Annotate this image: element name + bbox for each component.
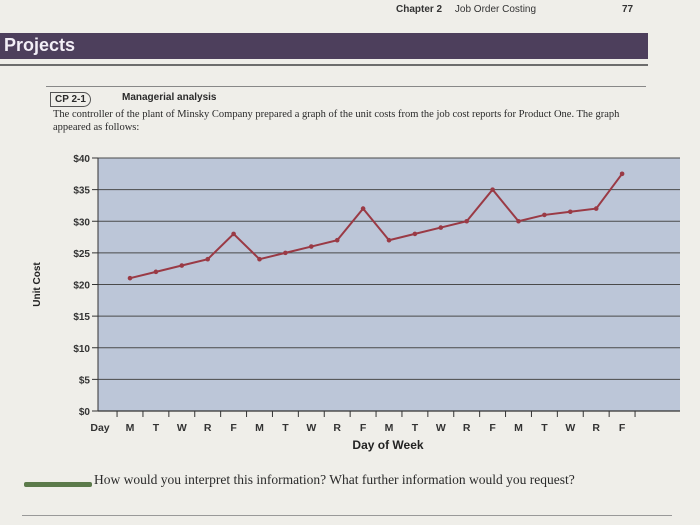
data-point — [619, 171, 625, 177]
problem-title: Managerial analysis — [122, 92, 217, 103]
data-point — [464, 218, 470, 224]
page-number: 77 — [622, 4, 634, 15]
x-tick-label: M — [385, 422, 394, 434]
x-tick-label: M — [126, 422, 135, 434]
x-tick-label: M — [514, 422, 523, 434]
y-tick-label: $15 — [73, 312, 90, 323]
data-point — [386, 237, 392, 243]
y-tick-label: $40 — [73, 154, 90, 165]
section-title: Projects — [4, 35, 76, 55]
y-tick-label: $20 — [73, 281, 90, 292]
problem-tag: CP 2-1 — [50, 92, 91, 107]
data-point — [179, 263, 185, 268]
data-point — [127, 275, 133, 281]
data-point — [231, 231, 236, 237]
question-text: How would you interpret this information… — [94, 472, 575, 487]
question-marker — [24, 482, 92, 487]
x-tick-label: T — [282, 422, 289, 434]
data-point — [360, 206, 366, 211]
y-axis-title: Unit Cost — [32, 262, 43, 307]
x-tick-label: R — [333, 422, 341, 434]
x-tick-label: R — [204, 422, 212, 434]
y-tick-label: $10 — [73, 344, 90, 355]
data-point — [153, 269, 159, 275]
data-point — [257, 256, 262, 262]
chapter-label: Chapter 2 — [396, 4, 443, 15]
y-tick-label: $25 — [73, 249, 90, 260]
data-point — [568, 209, 573, 215]
x-tick-label: T — [541, 422, 548, 434]
data-point — [283, 250, 288, 256]
x-axis-first-label: Day — [90, 422, 109, 434]
chart-svg: $0 $5 $10 $15 $20 $25 $30 $35 $40 Day M T W R F M T W R F M T… — [32, 154, 680, 452]
section-banner: Projects — [0, 33, 648, 59]
x-tick-label: F — [230, 422, 237, 434]
data-point — [490, 187, 495, 192]
x-tick-label: M — [255, 422, 264, 434]
x-tick-label: T — [412, 422, 419, 434]
data-point — [205, 256, 210, 262]
question-divider — [22, 515, 672, 516]
series-line — [129, 173, 623, 280]
chapter-title: Job Order Costing — [454, 4, 537, 15]
y-tick-label: $35 — [73, 186, 90, 197]
y-tick-label: $30 — [73, 217, 90, 228]
data-point — [593, 206, 599, 211]
data-point — [334, 237, 340, 243]
data-point — [309, 244, 314, 249]
x-tick-label: W — [436, 422, 446, 434]
x-tick-label: R — [592, 422, 600, 434]
data-point — [542, 212, 547, 218]
x-tick-label: F — [489, 422, 496, 434]
running-head: Chapter 2 Job Order Costing — [396, 4, 536, 15]
data-point — [412, 231, 418, 237]
x-tick-label: W — [565, 422, 575, 434]
y-tick-label: $5 — [79, 375, 91, 386]
data-point — [438, 225, 444, 230]
problem-intro: The controller of the plant of Minsky Co… — [53, 109, 620, 133]
data-point — [516, 218, 521, 224]
x-tick-label: F — [619, 422, 626, 434]
x-tick-label: W — [306, 422, 316, 434]
unit-cost-chart: $0 $5 $10 $15 $20 $25 $30 $35 $40 Day M T W R F M T W R F M T… — [0, 145, 700, 470]
x-tick-label: F — [360, 422, 367, 434]
y-tick-label: $0 — [79, 407, 91, 418]
x-tick-label: R — [463, 422, 471, 434]
x-axis-title: Day of Week — [352, 438, 423, 452]
section-divider — [0, 64, 648, 66]
x-tick-label: T — [153, 422, 160, 434]
problem-divider — [46, 86, 646, 87]
x-tick-label: W — [177, 422, 187, 434]
